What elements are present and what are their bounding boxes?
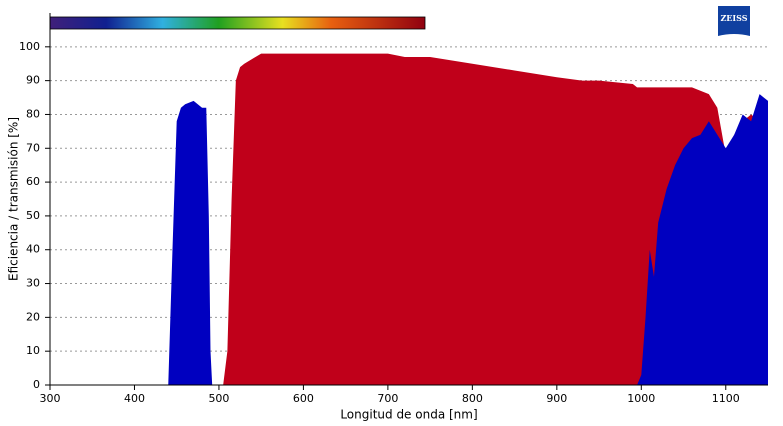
x-tick-label: 1100: [712, 392, 740, 405]
y-tick-label: 70: [26, 141, 40, 154]
y-tick-label: 50: [26, 209, 40, 222]
y-axis-label: Eficiencia / transmisión [%]: [7, 117, 21, 281]
x-tick-label: 800: [462, 392, 483, 405]
y-tick-label: 90: [26, 74, 40, 87]
logo: ZEISS: [720, 13, 747, 23]
plot-area: [50, 46, 768, 385]
x-axis-label: Longitud de onda [nm]: [340, 408, 477, 422]
logo-badge: [718, 6, 750, 36]
y-tick-label: 40: [26, 243, 40, 256]
y-tick-label: 20: [26, 310, 40, 323]
x-tick-label: 500: [208, 392, 229, 405]
area: [50, 94, 768, 385]
x-tick-label: 900: [546, 392, 567, 405]
x-tick-label: 600: [293, 392, 314, 405]
y-tick-label: 60: [26, 175, 40, 188]
y-tick-label: 100: [19, 40, 40, 53]
x-tick-label: 1000: [627, 392, 655, 405]
spectrum-bar: [49, 16, 426, 30]
y-tick-label: 0: [33, 378, 40, 391]
area: [50, 53, 768, 385]
y-tick-label: 30: [26, 277, 40, 290]
y-tick-label: 10: [26, 344, 40, 357]
x-tick-label: 400: [124, 392, 145, 405]
x-tick-label: 300: [40, 392, 61, 405]
x-tick-label: 700: [377, 392, 398, 405]
y-tick-label: 80: [26, 107, 40, 120]
